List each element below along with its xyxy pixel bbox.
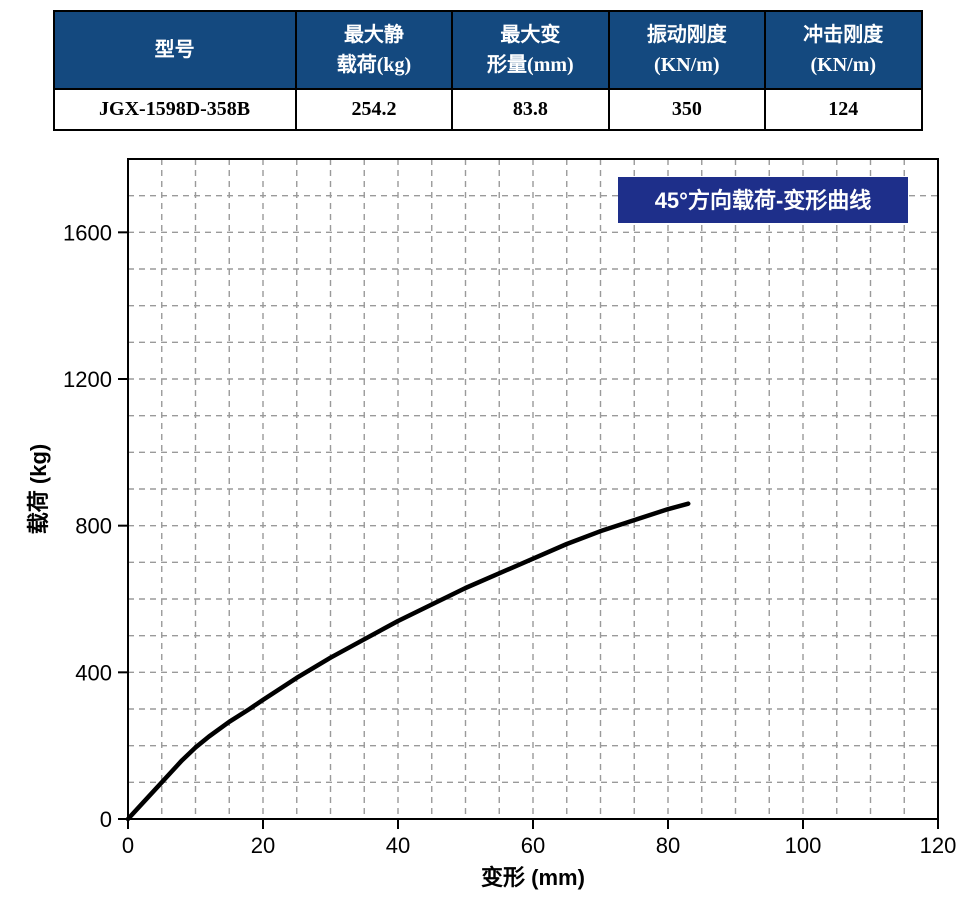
svg-text:400: 400 — [75, 660, 112, 685]
svg-text:20: 20 — [250, 833, 274, 858]
header-max-static-load: 最大静载荷(kg) — [296, 11, 452, 89]
table-row: JGX-1598D-358B 254.2 83.8 350 124 — [54, 89, 922, 130]
header-model: 型号 — [54, 11, 296, 89]
spec-table: 型号 最大静载荷(kg) 最大变形量(mm) 振动刚度(KN/m) 冲击刚度(K… — [53, 10, 923, 131]
svg-text:800: 800 — [75, 514, 112, 539]
cell-model: JGX-1598D-358B — [54, 89, 296, 130]
svg-text:45°方向载荷-变形曲线: 45°方向载荷-变形曲线 — [654, 188, 871, 213]
header-vib-stiffness: 振动刚度(KN/m) — [609, 11, 765, 89]
cell-vib-stiffness: 350 — [609, 89, 765, 130]
svg-text:40: 40 — [385, 833, 409, 858]
svg-text:0: 0 — [99, 807, 111, 832]
svg-text:变形 (mm): 变形 (mm) — [481, 865, 585, 890]
svg-text:100: 100 — [784, 833, 821, 858]
svg-text:0: 0 — [121, 833, 133, 858]
cell-impact-stiffness: 124 — [765, 89, 921, 130]
cell-max-static-load: 254.2 — [296, 89, 452, 130]
header-impact-stiffness: 冲击刚度(KN/m) — [765, 11, 921, 89]
cell-max-deform: 83.8 — [452, 89, 608, 130]
svg-text:120: 120 — [919, 833, 956, 858]
header-max-deform: 最大变形量(mm) — [452, 11, 608, 89]
svg-text:60: 60 — [520, 833, 544, 858]
svg-text:1200: 1200 — [63, 367, 112, 392]
svg-text:80: 80 — [655, 833, 679, 858]
svg-text:载荷 (kg): 载荷 (kg) — [26, 444, 51, 534]
svg-text:1600: 1600 — [63, 220, 112, 245]
load-deformation-chart: 020406080100120040080012001600变形 (mm)载荷 … — [18, 139, 958, 899]
